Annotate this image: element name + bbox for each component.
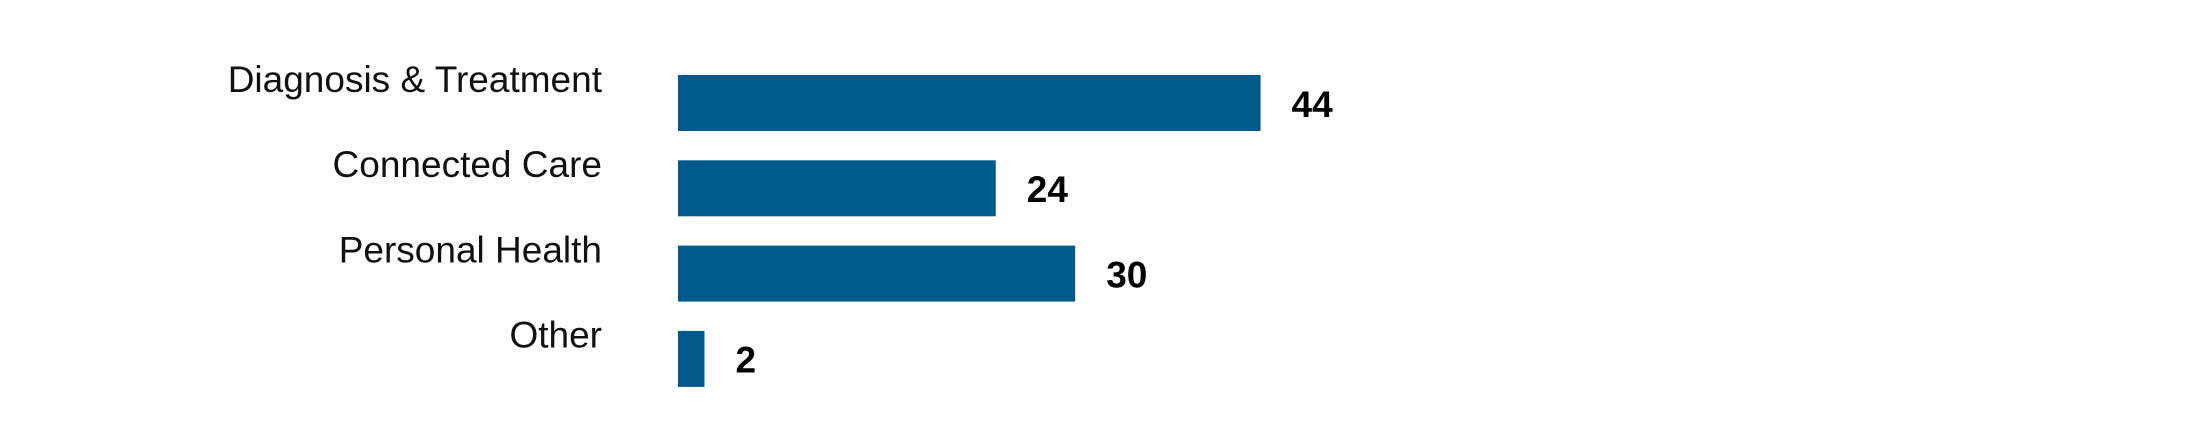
- category-label: Personal Health: [339, 229, 602, 270]
- category-label: Other: [509, 315, 602, 356]
- bar: [678, 160, 996, 217]
- category-label: Diagnosis & Treatment: [228, 59, 603, 100]
- value-label: 24: [1027, 169, 1069, 210]
- value-label: 2: [735, 340, 756, 381]
- bar: [678, 75, 1261, 131]
- category-label: Connected Care: [333, 144, 602, 185]
- bar: [678, 330, 705, 387]
- value-label: 30: [1106, 254, 1147, 295]
- value-label: 44: [1292, 84, 1334, 125]
- bar: [678, 245, 1076, 302]
